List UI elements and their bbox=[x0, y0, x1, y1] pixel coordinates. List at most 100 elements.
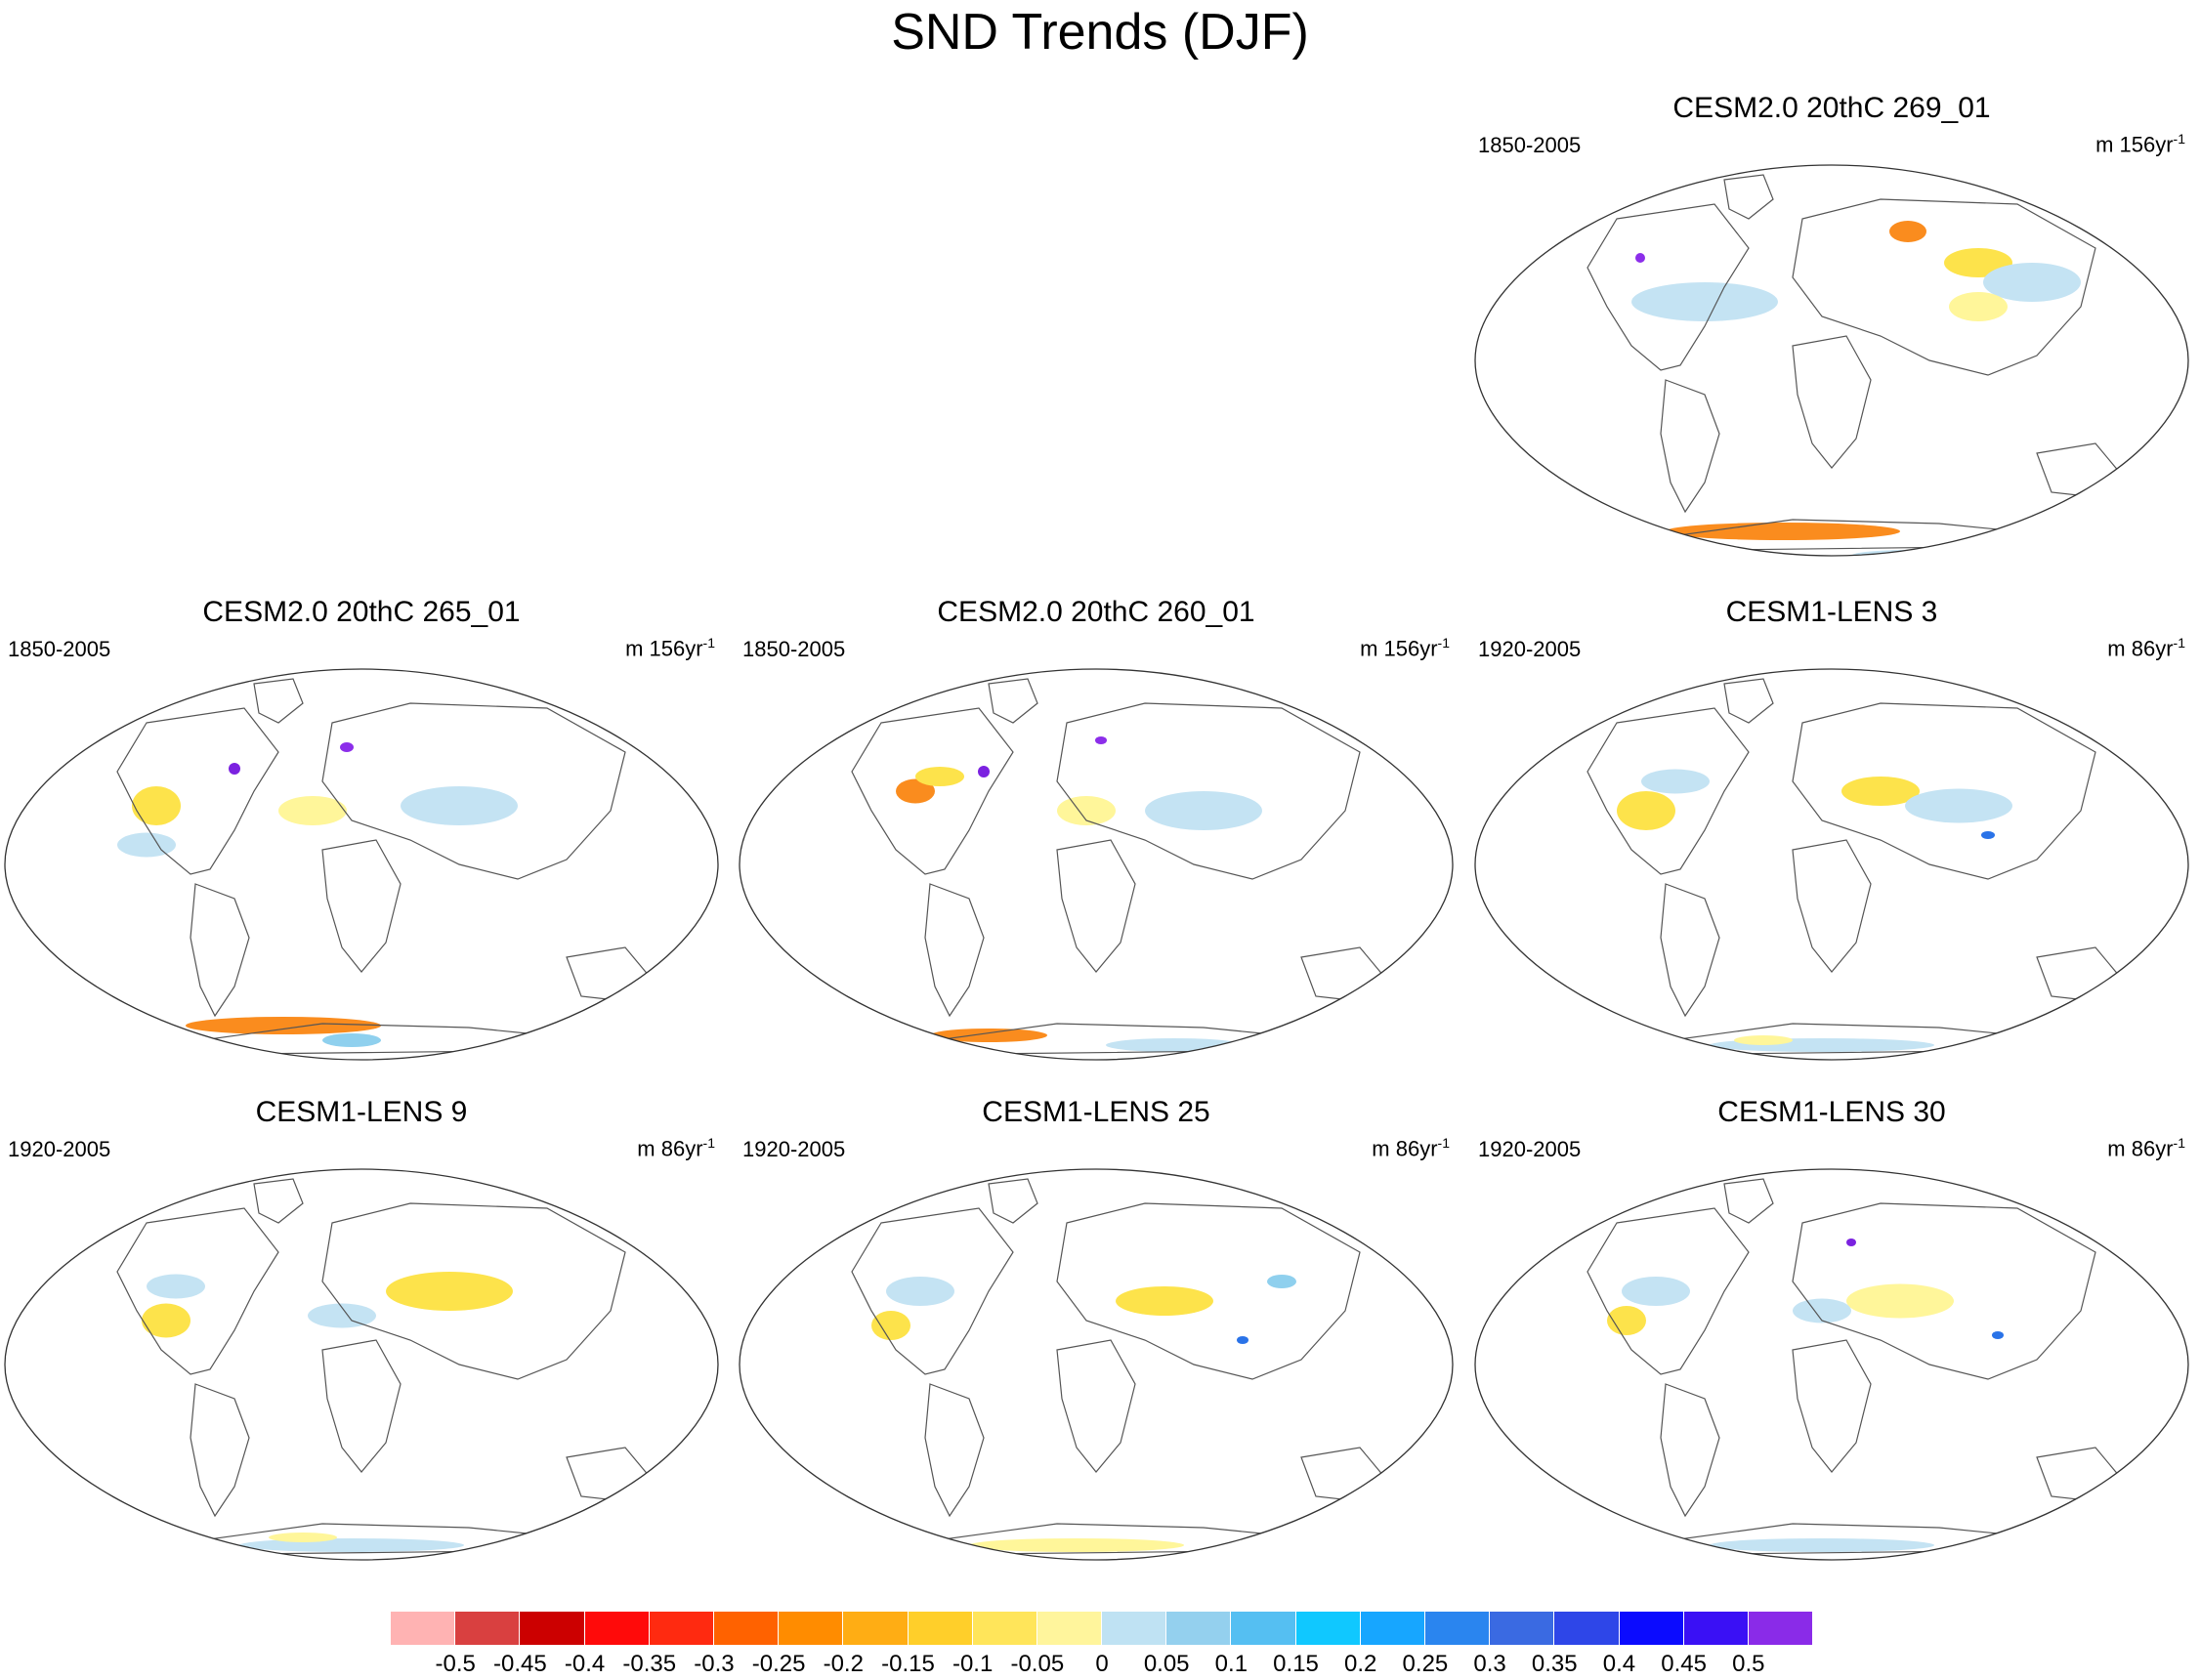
panel-title: CESM2.0 20thC 265_01 bbox=[202, 596, 521, 628]
panel-period: 1920-2005 bbox=[1478, 637, 1582, 661]
colorbar-label: -0.45 bbox=[493, 1651, 547, 1677]
map-border bbox=[739, 668, 1454, 1061]
coastline bbox=[253, 1178, 304, 1224]
coastline bbox=[1723, 1178, 1774, 1224]
coastline bbox=[321, 1339, 402, 1473]
world-map bbox=[1474, 668, 2189, 1061]
map-panel: CESM2.0 20thC 269_01 1850-2005 m 156yr-1 bbox=[1470, 92, 2193, 570]
coastline bbox=[321, 839, 402, 973]
panel-units: m 156yr-1 bbox=[1360, 635, 1450, 661]
colorbar-swatch bbox=[1554, 1612, 1620, 1645]
trend-field-patch bbox=[269, 1533, 337, 1542]
trend-field-patch bbox=[1905, 788, 2012, 823]
trend-field-patch bbox=[886, 1277, 954, 1306]
trend-field-patch bbox=[1267, 1275, 1296, 1288]
panel-period: 1850-2005 bbox=[1478, 133, 1582, 157]
panel-title: CESM1-LENS 30 bbox=[1717, 1096, 1946, 1128]
coastline bbox=[851, 707, 1014, 875]
panel-period: 1920-2005 bbox=[8, 1137, 111, 1161]
world-map bbox=[4, 668, 719, 1061]
colorbar-label: -0.1 bbox=[952, 1651, 994, 1677]
colorbar-swatch bbox=[1231, 1612, 1296, 1645]
trend-field-patch bbox=[340, 742, 354, 752]
coastline bbox=[1792, 335, 1872, 469]
coastline bbox=[1300, 1447, 1385, 1502]
panel-units: m 86yr-1 bbox=[1372, 1135, 1450, 1161]
colorbar-label: -0.5 bbox=[435, 1651, 476, 1677]
colorbar-swatch bbox=[1102, 1612, 1167, 1645]
panel-period: 1920-2005 bbox=[742, 1137, 846, 1161]
colorbar-label: 0.45 bbox=[1661, 1651, 1707, 1677]
colorbar-swatch bbox=[1037, 1612, 1103, 1645]
colorbar-labels: -0.5 -0.45 -0.4 -0.35 -0.3 -0.25 -0.2 -0.15 -0.1… bbox=[391, 1651, 1813, 1680]
colorbar-label: 0.35 bbox=[1531, 1651, 1578, 1677]
coastline bbox=[2036, 1447, 2121, 1502]
colorbar bbox=[391, 1612, 1814, 1645]
trend-field-patch bbox=[896, 778, 935, 804]
coastline bbox=[924, 1383, 985, 1518]
colorbar-swatch bbox=[1683, 1612, 1749, 1645]
panel-units: m 156yr-1 bbox=[625, 635, 715, 661]
trend-field-patch bbox=[386, 1272, 513, 1311]
colorbar-swatch bbox=[1490, 1612, 1555, 1645]
colorbar-label: -0.35 bbox=[622, 1651, 677, 1677]
coastline bbox=[1792, 839, 1872, 973]
panel-title: CESM2.0 20thC 260_01 bbox=[937, 596, 1255, 628]
colorbar-label: -0.4 bbox=[564, 1651, 606, 1677]
colorbar-label: 0.05 bbox=[1143, 1651, 1190, 1677]
colorbar-swatch bbox=[649, 1612, 714, 1645]
colorbar-swatch bbox=[1425, 1612, 1491, 1645]
colorbar-swatch bbox=[584, 1612, 650, 1645]
map-border bbox=[739, 1168, 1454, 1561]
trend-field-patch bbox=[1983, 263, 2081, 302]
map-border bbox=[4, 1168, 719, 1561]
coastline bbox=[988, 1178, 1038, 1224]
coastline bbox=[1792, 702, 2096, 880]
map-panel: CESM1-LENS 3 1920-2005 m 86yr-1 bbox=[1470, 596, 2193, 1074]
trend-field-patch bbox=[1666, 523, 1900, 540]
trend-field-patch bbox=[1646, 545, 1705, 556]
trend-field-patch bbox=[322, 1033, 381, 1047]
panel-units: m 86yr-1 bbox=[2107, 1135, 2185, 1161]
trend-field-patch bbox=[871, 1311, 910, 1340]
coastline bbox=[1056, 839, 1136, 973]
world-map bbox=[4, 1168, 719, 1561]
trend-field-patch bbox=[1617, 791, 1675, 830]
coastline bbox=[2036, 946, 2121, 1002]
map-panel: CESM1-LENS 9 1920-2005 m 86yr-1 bbox=[0, 1096, 723, 1575]
coastline bbox=[924, 883, 985, 1018]
panel-period: 1850-2005 bbox=[8, 637, 111, 661]
trend-field-patch bbox=[1057, 796, 1116, 825]
colorbar-label: 0.3 bbox=[1473, 1651, 1506, 1677]
panel-period: 1920-2005 bbox=[1478, 1137, 1582, 1161]
trend-field-patch bbox=[930, 1029, 1047, 1042]
colorbar-label: -0.2 bbox=[823, 1651, 864, 1677]
map-panel: CESM1-LENS 25 1920-2005 m 86yr-1 bbox=[735, 1096, 1458, 1575]
map-panel: CESM2.0 20thC 260_01 1850-2005 m 156yr-1 bbox=[735, 596, 1458, 1074]
trend-field-patch bbox=[1145, 791, 1262, 830]
coastline bbox=[321, 1202, 626, 1380]
colorbar-swatch bbox=[1748, 1612, 1814, 1645]
world-map bbox=[739, 668, 1454, 1061]
colorbar-swatch bbox=[779, 1612, 844, 1645]
trend-field-patch bbox=[1846, 1283, 1954, 1319]
trend-field-patch bbox=[1106, 1038, 1243, 1052]
coastline bbox=[253, 678, 304, 724]
colorbar-swatch bbox=[908, 1612, 973, 1645]
colorbar-swatch bbox=[1360, 1612, 1425, 1645]
coastline bbox=[1792, 1339, 1872, 1473]
trend-field-patch bbox=[186, 1017, 381, 1034]
coastline bbox=[1723, 678, 1774, 724]
coastline bbox=[1792, 1202, 2096, 1380]
map-border bbox=[1474, 164, 2189, 557]
trend-field-patch bbox=[1981, 831, 1995, 839]
panel-title: CESM1-LENS 9 bbox=[255, 1096, 468, 1128]
colorbar-label: 0.1 bbox=[1214, 1651, 1248, 1677]
coastline bbox=[988, 678, 1038, 724]
trend-field-patch bbox=[1641, 769, 1710, 794]
map-panel: CESM1-LENS 30 1920-2005 m 86yr-1 bbox=[1470, 1096, 2193, 1575]
colorbar-label: -0.3 bbox=[694, 1651, 735, 1677]
trend-field-patch bbox=[278, 796, 347, 825]
trend-field-patch bbox=[147, 1274, 205, 1299]
trend-field-patch bbox=[239, 1538, 464, 1552]
